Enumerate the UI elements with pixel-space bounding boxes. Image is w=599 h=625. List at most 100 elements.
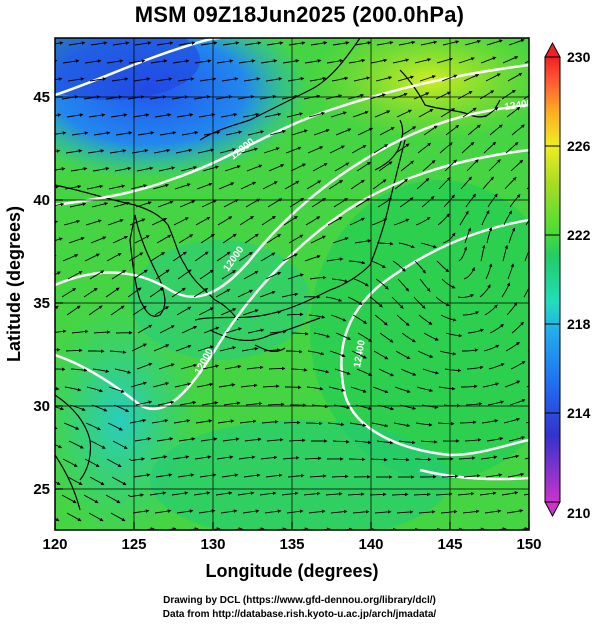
streamline-arrow [245,401,263,406]
streamline-arrow [134,437,152,442]
streamline-arrow [149,287,164,298]
streamline-arrow [152,183,169,190]
streamline-arrow [335,332,352,341]
streamline-arrow [465,402,483,406]
streamline-arrow [244,41,262,46]
colorbar-min-arrow [544,501,561,518]
streamline-arrow [480,56,497,64]
streamline-arrow [201,401,219,406]
streamline-arrow [413,492,431,497]
streamline-arrow [67,77,85,82]
streamline-arrow [286,312,304,317]
streamline-arrow [114,166,132,172]
streamline-arrow [89,77,107,82]
streamline-arrow [288,234,304,244]
streamline-arrow [114,368,132,374]
streamline-arrow [243,77,261,82]
streamline-arrow [489,124,503,136]
streamline-arrow [488,363,505,370]
streamline-arrow [504,380,521,388]
streamline-arrow [68,237,85,244]
streamline-arrow [55,481,61,485]
streamline-arrow [418,314,433,325]
streamline-arrow [266,437,284,442]
streamline-arrow [220,308,237,316]
streamline-arrow [217,216,233,226]
streamline-arrow [88,113,106,118]
streamline-arrow [55,444,63,449]
streamline-arrow [198,307,214,316]
streamline-arrow [70,368,88,372]
streamline-arrow [507,472,525,478]
streamline-arrow [394,178,408,190]
streamline-arrow [135,400,153,406]
streamline-arrow [111,77,129,82]
streamline-arrow [306,386,324,391]
streamline-arrow [502,244,508,262]
streamline-arrow [244,437,262,442]
streamline-arrow [108,184,126,190]
streamline-arrow [221,473,239,478]
streamline-arrow [196,182,213,190]
streamline-arrow [310,235,326,244]
streamline-arrow [135,201,152,208]
streamline-arrow [151,418,169,424]
streamline-arrow [109,149,127,154]
streamline-arrow [422,160,436,172]
streamline-arrow [179,400,197,406]
streamline-arrow [264,112,282,118]
streamline-arrow [238,251,253,262]
streamline-arrow [62,254,79,262]
streamline-arrow [195,216,211,226]
streamline-arrow [243,473,261,478]
streamline-arrow [55,329,67,334]
streamline-arrow [524,245,529,262]
streamline-arrow [482,176,495,190]
streamline-arrow [268,366,286,371]
y-tick-label: 45 [33,89,50,106]
streamline-arrow [239,216,255,226]
streamline-arrow [533,360,546,369]
streamline-arrow [483,344,500,352]
streamline-arrow [325,296,343,302]
streamline-arrow [263,348,281,352]
streamline-arrow [511,321,525,334]
streamline-arrow [149,491,167,496]
streamline-arrow [133,77,151,82]
streamline-arrow [215,288,231,298]
streamline-arrow [132,113,150,118]
streamline-arrow [503,210,512,226]
streamline-arrow [176,306,192,316]
streamline-arrow [85,422,102,431]
streamline-arrow [479,90,495,100]
streamline-arrow [467,328,485,334]
streamline-arrow [259,290,276,298]
streamline-arrow [287,76,305,82]
streamline-arrow [282,59,300,64]
streamline-arrow [240,383,258,388]
streamline-arrow [396,109,412,118]
streamline-arrow [327,216,343,226]
streamline-arrow [172,251,187,262]
streamline-arrow [111,269,126,280]
streamline-arrow [392,260,406,272]
streamline-arrow [55,167,66,171]
streamline-arrow [181,130,199,136]
streamline-arrow [202,364,220,370]
streamline-arrow [269,329,287,334]
streamline-arrow [90,41,108,46]
streamline-arrow [176,509,194,514]
streamline-arrow [379,332,394,343]
x-tick-label: 140 [358,536,383,553]
streamline-arrow [347,492,365,496]
streamline-arrow [180,363,197,370]
contour-label: 12400 [504,98,534,113]
streamline-arrow [372,179,387,190]
streamline-arrow [329,350,346,358]
streamline-arrow [158,363,175,370]
streamline-arrow [312,368,330,374]
streamline-arrow [154,306,170,316]
streamline-arrow [225,130,243,136]
streamline-arrow [68,41,86,46]
streamline-arrow [178,234,194,244]
